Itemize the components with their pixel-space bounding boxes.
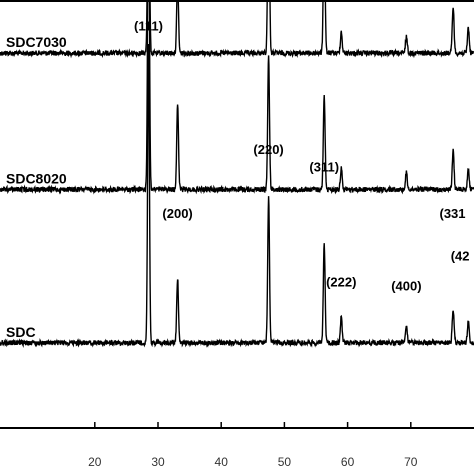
peak-label: (331	[439, 206, 465, 221]
annotation-layer: (111) (200) (220) (311) (222) (400) (331 (42	[134, 19, 469, 294]
series-label-sdc7030: SDC7030	[6, 34, 67, 50]
peak-label: (311)	[309, 159, 339, 174]
peak-label: (200)	[162, 206, 192, 221]
x-ticks: 20 30 40 50 60 70	[88, 422, 418, 469]
x-tick-label: 50	[278, 455, 292, 469]
plot-area	[0, 0, 474, 429]
x-tick-label: 60	[341, 455, 355, 469]
peak-label: (220)	[253, 142, 283, 157]
series-layer: SDC7030 SDC8020 SDC	[0, 0, 474, 349]
series-label-sdc8020: SDC8020	[6, 170, 67, 186]
series-line-sdc	[0, 43, 474, 349]
series-line-sdc7030	[0, 0, 474, 59]
series-line-sdc8020	[0, 0, 474, 195]
x-tick-label: 40	[215, 455, 229, 469]
peak-label: (111)	[134, 19, 163, 34]
peak-label: (222)	[326, 274, 356, 289]
x-tick-label: 20	[88, 455, 102, 469]
x-tick-label: 70	[404, 455, 418, 469]
peak-label: (400)	[391, 279, 421, 294]
peak-label: (42	[451, 249, 470, 264]
x-tick-label: 30	[151, 455, 165, 469]
series-label-sdc: SDC	[6, 324, 36, 340]
